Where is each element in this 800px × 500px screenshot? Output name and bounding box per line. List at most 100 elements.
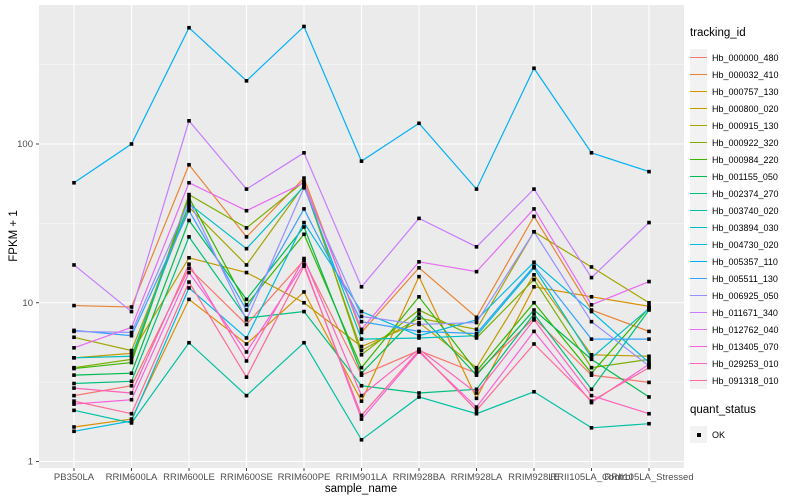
data-point (129, 411, 134, 416)
data-point (359, 330, 364, 335)
data-point (647, 306, 651, 311)
legend-key-swatch (690, 100, 707, 117)
data-point (474, 391, 479, 395)
data-point (244, 336, 249, 340)
x-tick-label: RRIM600SE (220, 472, 273, 483)
data-point (359, 399, 364, 403)
data-point (187, 235, 191, 239)
data-point (244, 208, 249, 213)
legend-label: Hb_005357_110 (712, 256, 778, 267)
data-point (417, 266, 421, 270)
data-point (302, 151, 306, 155)
data-point (532, 260, 536, 265)
data-point (129, 305, 134, 309)
data-point (589, 265, 594, 269)
legend-label: Hb_013405_070 (712, 341, 779, 352)
data-point (359, 413, 364, 418)
y-tick-label: 10 (22, 298, 33, 309)
data-point (417, 121, 421, 126)
data-point (129, 309, 134, 314)
legend-key-swatch (690, 304, 707, 321)
data-point (474, 245, 479, 249)
data-point (244, 308, 249, 312)
legend-label: Hb_003740_020 (712, 205, 779, 216)
legend-key-swatch (690, 236, 707, 253)
data-point (244, 393, 249, 398)
legend-item-Hb_003740_020: Hb_003740_020 (690, 202, 800, 219)
data-point (129, 371, 134, 375)
data-point (359, 348, 364, 353)
legend-item-Hb_003894_030: Hb_003894_030 (690, 219, 800, 236)
data-point (474, 365, 479, 370)
data-point (647, 169, 651, 174)
data-point (244, 322, 249, 327)
legend-key-ok (690, 426, 707, 443)
legend-item-Hb_005511_130: Hb_005511_130 (690, 270, 800, 287)
data-point (359, 285, 364, 289)
data-point (532, 329, 536, 334)
legend-key-swatch (690, 83, 707, 100)
legend-item-ok: OK (690, 426, 800, 443)
data-point (187, 180, 191, 185)
data-point (129, 333, 134, 338)
data-point (589, 393, 594, 398)
data-point (187, 255, 191, 260)
data-point (359, 344, 364, 349)
data-point (302, 300, 306, 305)
legend-label: Hb_001155_050 (712, 171, 778, 182)
legend-key-swatch (690, 66, 707, 83)
data-point (532, 214, 536, 219)
legend-label: Hb_029253_010 (712, 358, 779, 369)
legend-title-tracking-id: tracking_id (690, 27, 746, 39)
legend-item-Hb_004730_020: Hb_004730_020 (690, 236, 800, 253)
data-point (589, 353, 594, 357)
legend-key-swatch (690, 253, 707, 270)
data-point (302, 290, 306, 294)
legend-key-swatch (690, 117, 707, 134)
data-point (532, 187, 536, 191)
data-point (474, 187, 479, 191)
data-point (302, 264, 306, 268)
data-point (244, 270, 249, 275)
legend-label: Hb_000922_320 (712, 137, 779, 148)
data-point (474, 396, 479, 401)
y-tick-label: 100 (17, 139, 33, 150)
data-point (187, 25, 191, 30)
data-point (187, 162, 191, 167)
data-point (187, 262, 191, 266)
data-point (129, 351, 134, 356)
legend-item-Hb_091318_010: Hb_091318_010 (690, 372, 800, 389)
data-point (244, 342, 249, 346)
data-point (187, 119, 191, 123)
data-point (647, 220, 651, 225)
data-point (417, 308, 421, 312)
data-point (129, 421, 134, 425)
x-tick-label: RRIM600PE (278, 472, 331, 483)
legend-label: Hb_000757_130 (712, 86, 779, 97)
black-square-point-icon (696, 432, 701, 437)
data-point (589, 373, 594, 377)
data-point (244, 359, 249, 363)
data-point (532, 312, 536, 316)
data-point (359, 353, 364, 357)
data-point (129, 419, 134, 423)
data-point (359, 371, 364, 375)
data-point (589, 399, 594, 403)
data-point (474, 331, 479, 336)
data-point (72, 180, 76, 185)
data-point (532, 300, 536, 305)
data-point (244, 187, 249, 191)
data-point (417, 320, 421, 325)
data-point (417, 316, 421, 320)
data-point (302, 207, 306, 211)
legend-items: Hb_000000_480 Hb_000032_410 Hb_000757_130 H… (690, 49, 800, 389)
data-point (72, 393, 76, 398)
legend-line-swatch (690, 90, 707, 93)
legend-label: Hb_004730_020 (712, 239, 779, 250)
data-point (474, 269, 479, 274)
data-point (187, 205, 191, 209)
legend-label: Hb_000800_020 (712, 103, 779, 114)
legend-line-swatch (690, 124, 707, 127)
